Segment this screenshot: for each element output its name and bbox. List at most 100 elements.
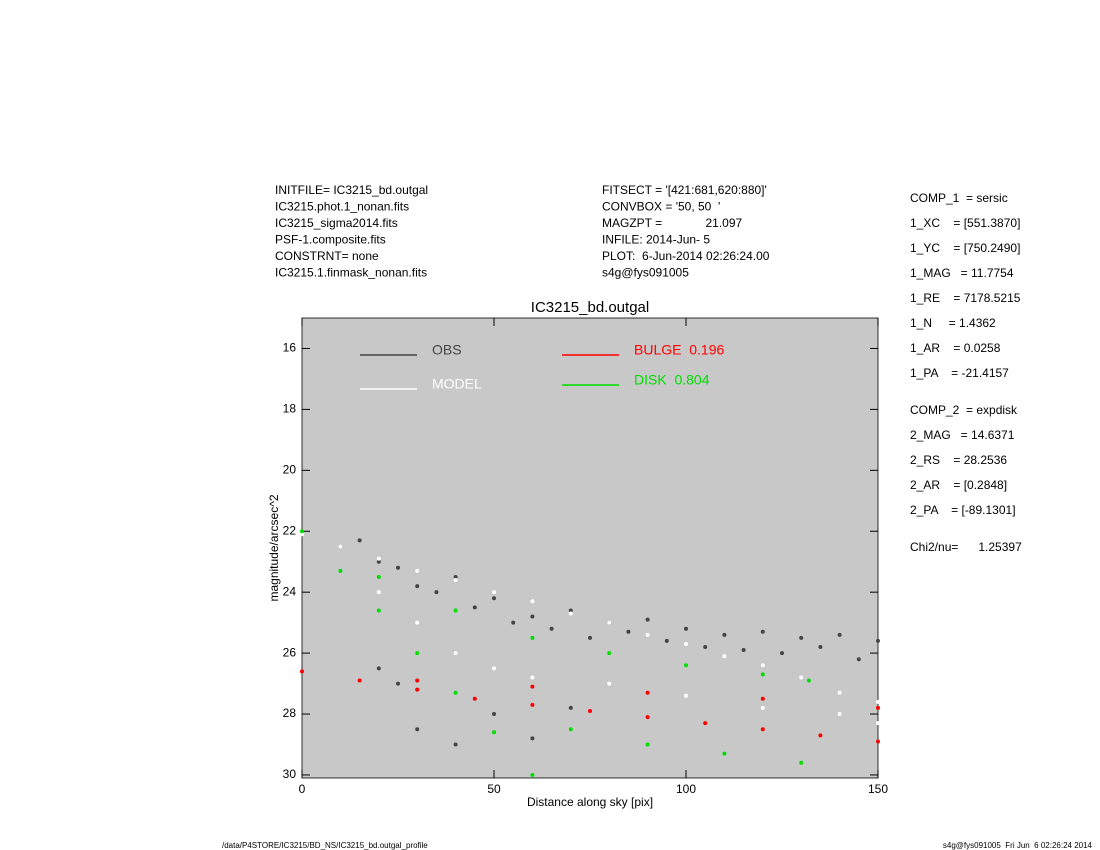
point	[376, 608, 381, 613]
x-tick-label: 150	[868, 782, 888, 796]
point	[684, 641, 688, 646]
point	[453, 574, 458, 579]
y-tick-label: 26	[283, 645, 297, 659]
point	[588, 708, 592, 713]
header-middle-line: MAGZPT = 21.097	[602, 216, 742, 230]
point	[453, 608, 458, 613]
y-axis-label: magnitude/arcsec^2	[267, 494, 281, 601]
point	[357, 678, 362, 683]
parameter: 2_RS = 28.2536	[910, 453, 1007, 467]
header-middle-line: FITSECT = '[421:681,620:880]'	[602, 183, 767, 197]
x-axis-label: Distance along sky [pix]	[527, 795, 653, 809]
point	[722, 654, 727, 659]
series	[300, 529, 811, 777]
series	[300, 532, 880, 726]
point	[530, 675, 535, 680]
point	[415, 568, 420, 573]
point	[453, 690, 458, 695]
point	[645, 715, 650, 720]
point	[780, 651, 784, 656]
point	[415, 651, 420, 656]
point	[338, 544, 343, 549]
series	[338, 538, 880, 747]
point	[626, 629, 631, 634]
point	[876, 739, 880, 744]
point	[760, 663, 765, 668]
y-tick-label: 20	[283, 462, 297, 476]
point	[472, 696, 477, 701]
point	[876, 699, 880, 704]
parameter: 1_YC = [750.2490]	[910, 241, 1020, 255]
point	[684, 663, 688, 668]
point	[684, 693, 688, 698]
parameter: 1_AR = 0.0258	[910, 341, 1001, 355]
header-left-line: IC3215.1.finmask_nonan.fits	[275, 266, 427, 280]
legend-label: BULGE 0.196	[634, 342, 724, 358]
point	[549, 626, 554, 631]
parameter: 2_MAG = 14.6371	[910, 428, 1015, 442]
footer-right: s4g@fys091005 Fri Jun 6 02:26:24 2014	[943, 841, 1093, 850]
x-tick-label: 0	[299, 782, 306, 796]
point	[568, 705, 573, 710]
point	[415, 678, 420, 683]
point	[722, 632, 727, 637]
point	[645, 690, 650, 695]
point	[357, 538, 362, 543]
point	[703, 645, 708, 650]
point	[415, 620, 420, 625]
header-middle-line: CONVBOX = '50, 50 '	[602, 200, 720, 214]
point	[607, 681, 612, 686]
point	[568, 608, 573, 613]
point	[530, 599, 535, 604]
point	[645, 742, 650, 747]
point	[472, 605, 477, 610]
point	[492, 730, 496, 735]
point	[760, 696, 765, 701]
header-left-line: INITFILE= IC3215_bd.outgal	[275, 183, 428, 197]
parameter: COMP_2 = expdisk	[910, 403, 1018, 417]
y-tick-label: 30	[283, 767, 297, 781]
header-middle-line: s4g@fys091005	[602, 266, 689, 280]
header-middle-line: INFILE: 2014-Jun- 5	[602, 233, 710, 247]
point	[568, 611, 573, 616]
point	[806, 678, 811, 683]
y-tick-label: 28	[283, 706, 297, 720]
point	[396, 681, 400, 686]
point	[760, 727, 765, 732]
x-tick-label: 50	[487, 782, 501, 796]
point	[837, 712, 842, 717]
point	[684, 626, 688, 631]
point	[530, 614, 535, 619]
point	[338, 568, 343, 573]
point	[799, 760, 804, 765]
point	[645, 632, 650, 637]
series	[300, 669, 880, 744]
point	[415, 584, 420, 589]
footer-left: /data/P4STORE/IC3215/BD_NS/IC3215_bd.out…	[222, 841, 428, 850]
header-left-line: IC3215.phot.1_nonan.fits	[275, 200, 409, 214]
point	[799, 675, 804, 680]
point	[376, 590, 381, 595]
point	[492, 666, 496, 671]
point	[741, 648, 746, 653]
point	[837, 632, 842, 637]
point	[376, 556, 381, 561]
point	[453, 577, 458, 582]
parameter: 1_N = 1.4362	[910, 316, 996, 330]
parameter: 1_PA = -21.4157	[910, 366, 1009, 380]
parameter: 2_PA = [-89.1301]	[910, 503, 1016, 517]
point	[300, 532, 304, 537]
parameter: Chi2/nu= 1.25397	[910, 540, 1022, 554]
point	[876, 638, 880, 643]
point	[703, 721, 708, 726]
point	[818, 645, 823, 650]
point	[492, 590, 496, 595]
plot-area	[301, 317, 879, 779]
point	[530, 635, 535, 640]
point	[396, 565, 400, 570]
point	[856, 657, 861, 662]
header-left-line: PSF-1.composite.fits	[275, 233, 386, 247]
point	[453, 742, 458, 747]
parameter: COMP_1 = sersic	[910, 191, 1008, 205]
point	[530, 702, 535, 707]
